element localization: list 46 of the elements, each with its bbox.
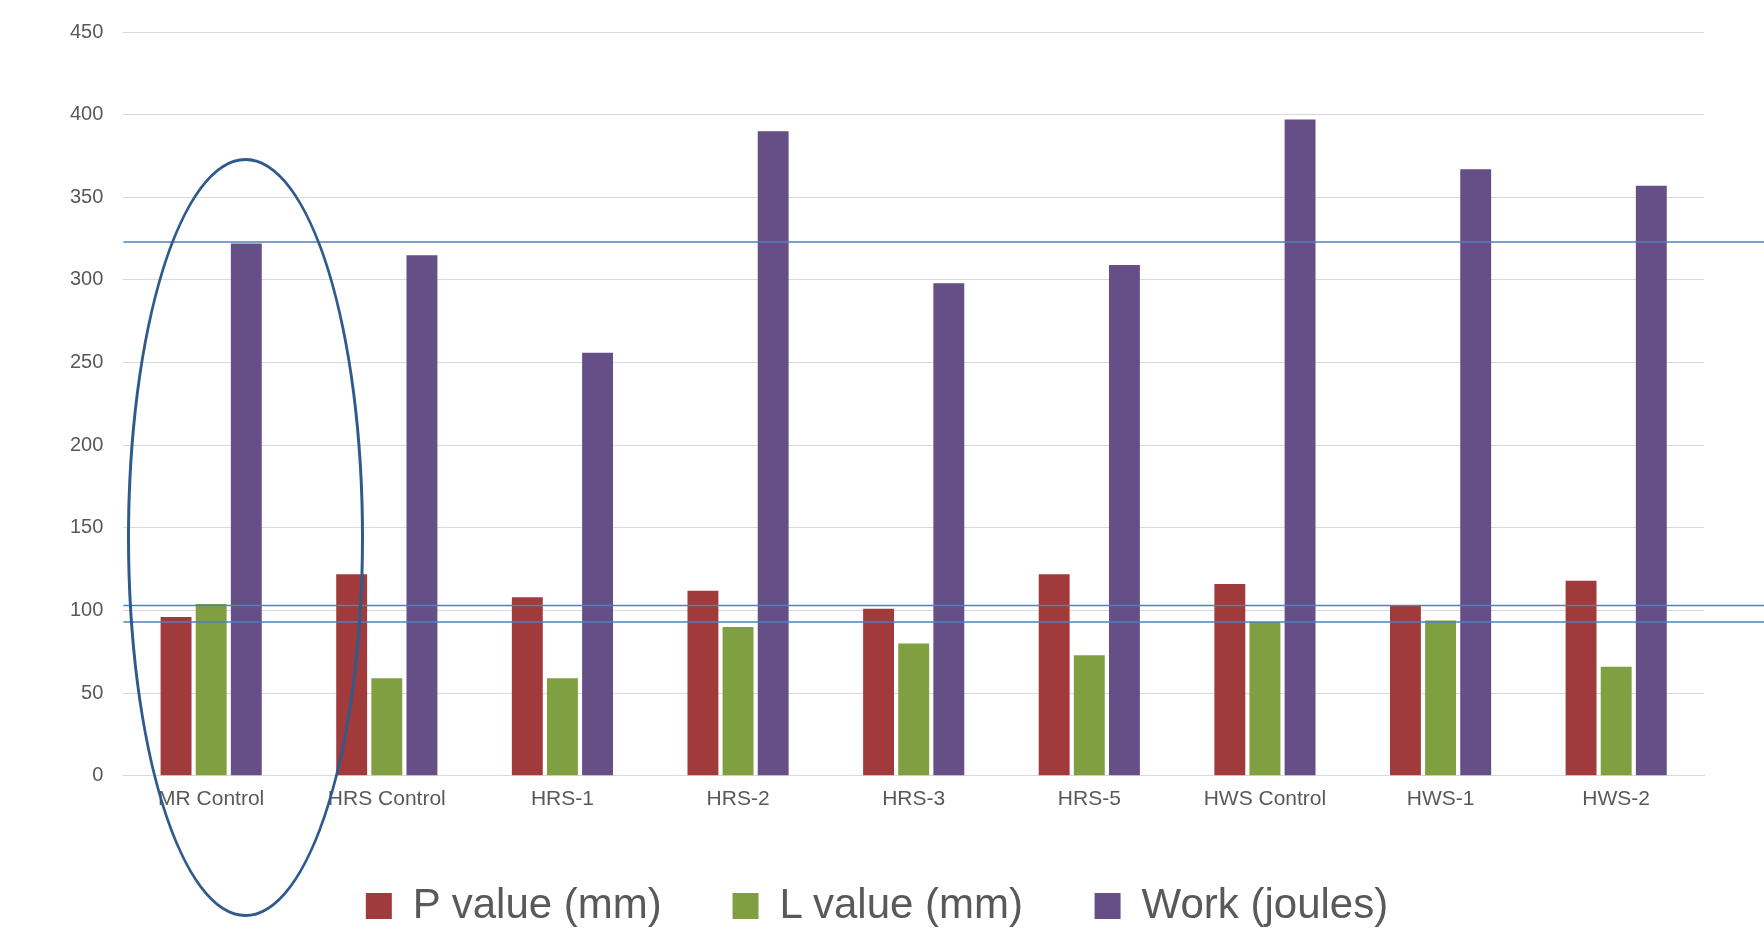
bar bbox=[863, 608, 895, 776]
bar bbox=[230, 243, 262, 776]
bar bbox=[1108, 265, 1140, 776]
bar bbox=[546, 678, 578, 776]
x-tick-label: HWS-1 bbox=[1406, 786, 1475, 810]
bar bbox=[687, 590, 719, 776]
legend-label: P value (mm) bbox=[412, 879, 662, 927]
x-tick-label: HWS Control bbox=[1203, 786, 1327, 810]
y-tick-label: 200 bbox=[69, 432, 104, 455]
bar bbox=[406, 255, 438, 776]
x-tick-label: HWS-2 bbox=[1582, 786, 1651, 810]
legend-label: L value (mm) bbox=[779, 879, 1024, 927]
y-tick-label: 50 bbox=[81, 680, 104, 703]
y-tick-label: 0 bbox=[92, 763, 104, 786]
x-tick-label: HRS-3 bbox=[882, 786, 946, 810]
bar bbox=[722, 627, 754, 776]
bar bbox=[1565, 580, 1597, 776]
bar bbox=[371, 678, 403, 776]
bar bbox=[1284, 119, 1316, 776]
bar bbox=[1038, 574, 1070, 776]
bar bbox=[1460, 169, 1492, 776]
x-tick-label: HRS-2 bbox=[706, 786, 770, 810]
y-tick-label: 350 bbox=[69, 184, 104, 207]
bar bbox=[1249, 622, 1281, 776]
bar bbox=[195, 603, 227, 776]
y-tick-label: 300 bbox=[69, 267, 104, 290]
bar bbox=[160, 617, 192, 776]
bar bbox=[1073, 655, 1105, 776]
bar bbox=[757, 131, 789, 776]
bar bbox=[511, 597, 543, 776]
bar bbox=[582, 352, 614, 776]
bar bbox=[898, 643, 930, 776]
bar bbox=[933, 283, 965, 776]
bar bbox=[1635, 185, 1667, 776]
legend-label: Work (joules) bbox=[1141, 879, 1389, 927]
y-tick-label: 100 bbox=[69, 598, 104, 621]
bar bbox=[1600, 666, 1632, 776]
y-tick-label: 400 bbox=[69, 102, 104, 125]
y-tick-label: 450 bbox=[69, 19, 104, 42]
bar bbox=[1389, 605, 1421, 776]
bar bbox=[1425, 620, 1457, 776]
bar bbox=[1214, 584, 1246, 776]
x-tick-label: HRS-1 bbox=[530, 786, 594, 810]
x-tick-label: HRS-5 bbox=[1057, 786, 1121, 810]
y-tick-label: 150 bbox=[69, 515, 104, 538]
y-tick-label: 250 bbox=[69, 350, 104, 373]
